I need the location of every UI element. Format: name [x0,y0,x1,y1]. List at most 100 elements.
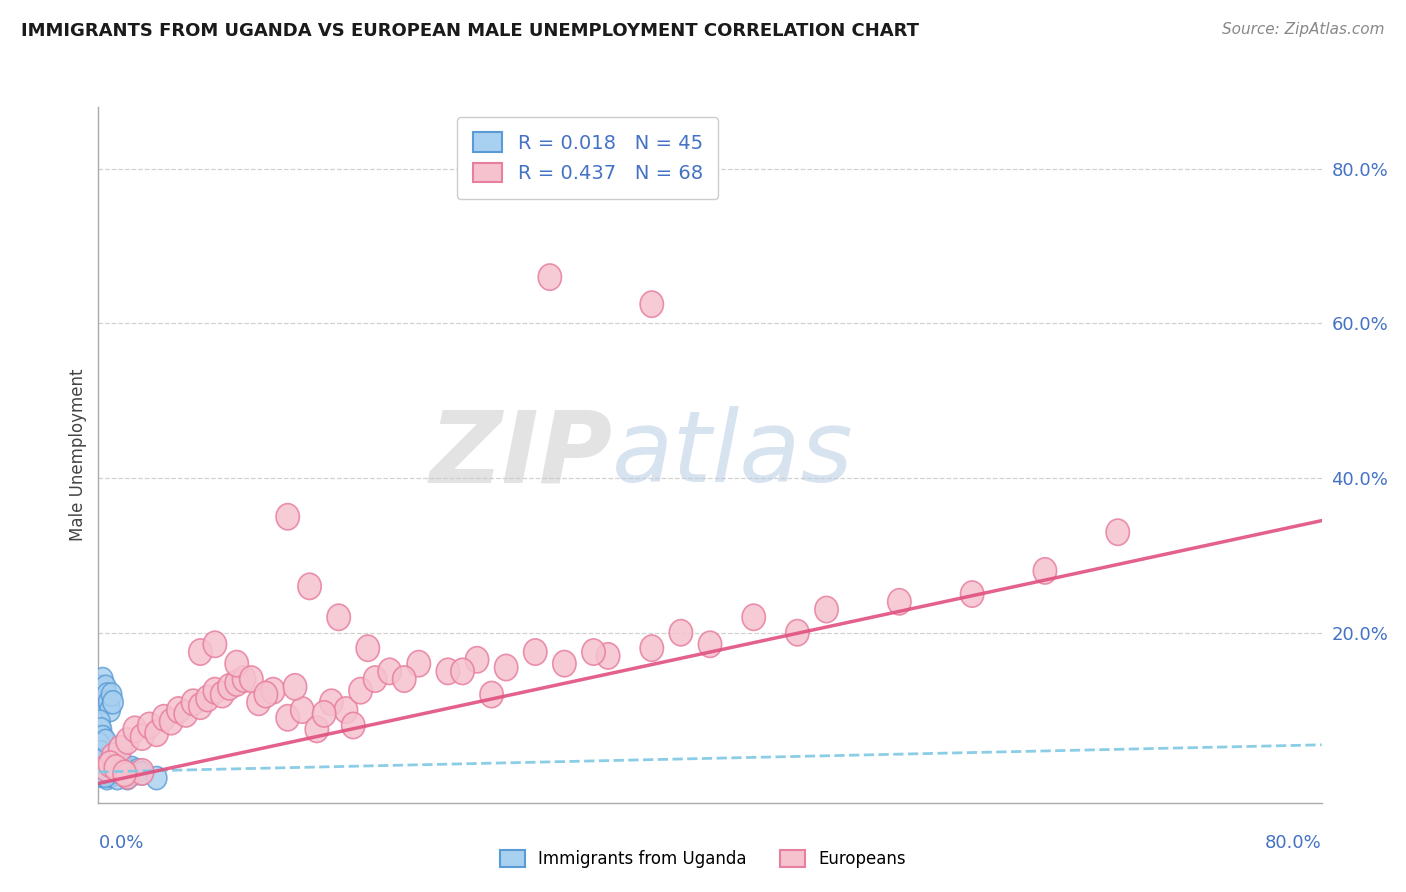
Ellipse shape [145,720,169,747]
Ellipse shape [98,690,120,714]
Ellipse shape [91,764,111,788]
Legend: R = 0.018   N = 45, R = 0.437   N = 68: R = 0.018 N = 45, R = 0.437 N = 68 [457,117,718,199]
Ellipse shape [121,762,141,785]
Ellipse shape [298,574,321,599]
Ellipse shape [93,748,112,772]
Ellipse shape [97,766,117,789]
Ellipse shape [188,693,212,719]
Ellipse shape [115,763,139,789]
Ellipse shape [111,751,132,774]
Ellipse shape [523,639,547,665]
Ellipse shape [100,754,121,777]
Ellipse shape [146,766,167,789]
Ellipse shape [114,756,135,780]
Ellipse shape [115,760,136,783]
Ellipse shape [305,716,329,742]
Ellipse shape [128,759,148,782]
Ellipse shape [124,716,146,742]
Ellipse shape [699,632,721,657]
Ellipse shape [465,647,489,673]
Ellipse shape [538,264,561,290]
Ellipse shape [94,762,114,785]
Ellipse shape [94,690,114,714]
Ellipse shape [97,683,117,706]
Ellipse shape [122,756,142,780]
Ellipse shape [188,639,212,665]
Ellipse shape [225,670,249,696]
Ellipse shape [167,697,190,723]
Ellipse shape [91,683,111,706]
Ellipse shape [204,632,226,657]
Ellipse shape [262,678,285,704]
Ellipse shape [392,666,416,692]
Ellipse shape [408,650,430,677]
Ellipse shape [107,766,128,789]
Ellipse shape [479,681,503,707]
Ellipse shape [291,697,314,723]
Ellipse shape [815,597,838,623]
Ellipse shape [93,725,112,748]
Ellipse shape [349,678,373,704]
Ellipse shape [105,762,127,785]
Ellipse shape [1107,519,1129,545]
Ellipse shape [276,504,299,530]
Ellipse shape [98,751,122,777]
Ellipse shape [342,713,366,739]
Ellipse shape [101,764,122,788]
Ellipse shape [96,675,115,698]
Ellipse shape [125,762,145,785]
Text: IMMIGRANTS FROM UGANDA VS EUROPEAN MALE UNEMPLOYMENT CORRELATION CHART: IMMIGRANTS FROM UGANDA VS EUROPEAN MALE … [21,22,920,40]
Ellipse shape [110,754,131,777]
Ellipse shape [312,701,336,727]
Ellipse shape [335,697,357,723]
Ellipse shape [90,760,110,783]
Ellipse shape [640,635,664,661]
Ellipse shape [103,690,124,714]
Ellipse shape [254,681,277,707]
Ellipse shape [115,728,139,754]
Ellipse shape [152,705,176,731]
Ellipse shape [131,724,153,750]
Ellipse shape [356,635,380,661]
Ellipse shape [131,759,153,785]
Ellipse shape [96,730,115,753]
Text: atlas: atlas [612,407,853,503]
Ellipse shape [960,581,984,607]
Ellipse shape [786,620,808,646]
Ellipse shape [669,620,693,646]
Ellipse shape [247,690,270,715]
Ellipse shape [218,673,242,700]
Ellipse shape [117,766,138,789]
Ellipse shape [132,762,152,785]
Ellipse shape [112,762,134,785]
Ellipse shape [276,705,299,731]
Ellipse shape [91,741,111,764]
Ellipse shape [1033,558,1057,584]
Ellipse shape [91,718,111,741]
Ellipse shape [138,713,162,739]
Ellipse shape [94,756,114,780]
Ellipse shape [101,683,122,706]
Ellipse shape [742,604,765,631]
Ellipse shape [90,733,110,756]
Ellipse shape [93,756,112,780]
Ellipse shape [451,658,474,684]
Ellipse shape [284,673,307,700]
Ellipse shape [495,655,517,681]
Ellipse shape [90,675,110,698]
Ellipse shape [93,667,112,690]
Ellipse shape [363,666,387,692]
Ellipse shape [553,650,576,677]
Ellipse shape [582,639,605,665]
Text: 0.0%: 0.0% [98,834,143,852]
Ellipse shape [211,681,233,707]
Ellipse shape [103,760,124,783]
Ellipse shape [195,685,219,712]
Ellipse shape [232,666,256,692]
Ellipse shape [104,755,128,781]
Ellipse shape [101,743,125,770]
Ellipse shape [96,764,115,788]
Y-axis label: Male Unemployment: Male Unemployment [69,368,87,541]
Ellipse shape [204,678,226,704]
Legend: Immigrants from Uganda, Europeans: Immigrants from Uganda, Europeans [494,843,912,875]
